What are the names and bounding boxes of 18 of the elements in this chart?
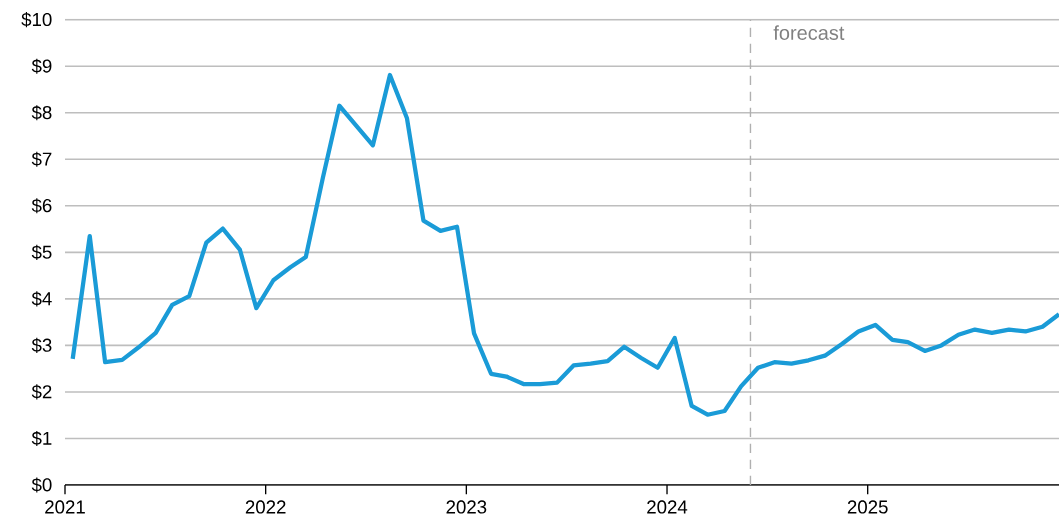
y-tick-label: $10 (21, 12, 52, 28)
y-tick-label: $8 (31, 105, 52, 121)
x-tick-label: 2024 (647, 500, 688, 514)
y-tick-label: $5 (31, 244, 52, 260)
x-tick-label: 2021 (45, 500, 85, 514)
y-tick-label: $4 (31, 291, 52, 307)
line-series (70, 72, 1059, 417)
y-tick-label: $0 (31, 477, 52, 493)
y-tick-label: $1 (31, 430, 52, 447)
y-tick-label: $9 (31, 58, 52, 74)
x-tick-label: 2023 (446, 500, 487, 514)
x-tick-label: 2025 (847, 500, 888, 514)
y-tick-label: $3 (31, 337, 52, 353)
y-tick-label: $6 (31, 198, 52, 214)
y-tick-label: $2 (31, 384, 52, 400)
y-tick-label: $7 (31, 151, 52, 167)
x-tick-label: 2022 (245, 500, 286, 514)
ref-line-label: forecast (773, 25, 845, 40)
